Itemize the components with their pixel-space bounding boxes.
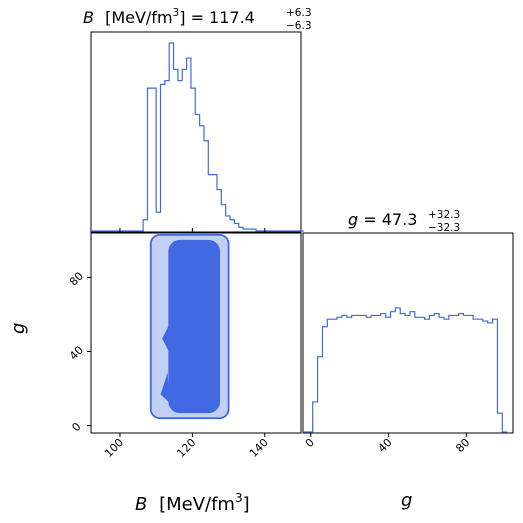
- b-marginal-title: B [MeV/fm3] = 117.4: [83, 7, 255, 27]
- g-x-tick-label-0: 0: [303, 436, 317, 450]
- contour-inner-lobe-lower: [160, 372, 170, 403]
- g-marginal-title: g = 47.3: [348, 210, 417, 229]
- g-title-lower-error: −32.3: [428, 222, 460, 234]
- g-x-tick-label-40: 40: [376, 436, 395, 455]
- b-marginal-panel: [90, 31, 302, 233]
- g-marginal-panel: [302, 232, 514, 434]
- joint-contour-panel: [90, 232, 302, 434]
- contour-inner: [168, 239, 221, 414]
- b-tick-label-120: 120: [174, 436, 198, 460]
- b-title-upper-error: +6.3: [286, 7, 312, 19]
- g-axis-label-bottom: g: [401, 490, 412, 511]
- g-x-tick-label-80: 80: [453, 436, 472, 455]
- b-tick-label-140: 140: [247, 436, 271, 460]
- b-tick-label-100: 100: [102, 436, 126, 460]
- contour-inner-lobe: [162, 324, 170, 353]
- b-marginal-histogram: [91, 42, 304, 232]
- g-title-upper-error: +32.3: [428, 209, 460, 221]
- g-marginal-histogram: [303, 307, 508, 433]
- b-title-lower-error: −6.3: [286, 20, 312, 32]
- g-y-tick-label-40: 40: [67, 343, 86, 362]
- g-axis-label-left: g: [8, 323, 29, 334]
- joint-contours: [149, 233, 230, 420]
- b-axis-label: B [MeV/fm3]: [135, 491, 250, 515]
- g-y-tick-label-0: 0: [69, 420, 83, 434]
- g-y-tick-label-80: 80: [67, 269, 86, 288]
- axis-ticks: 100 120 140 0 40 80 0 40 80: [67, 228, 472, 460]
